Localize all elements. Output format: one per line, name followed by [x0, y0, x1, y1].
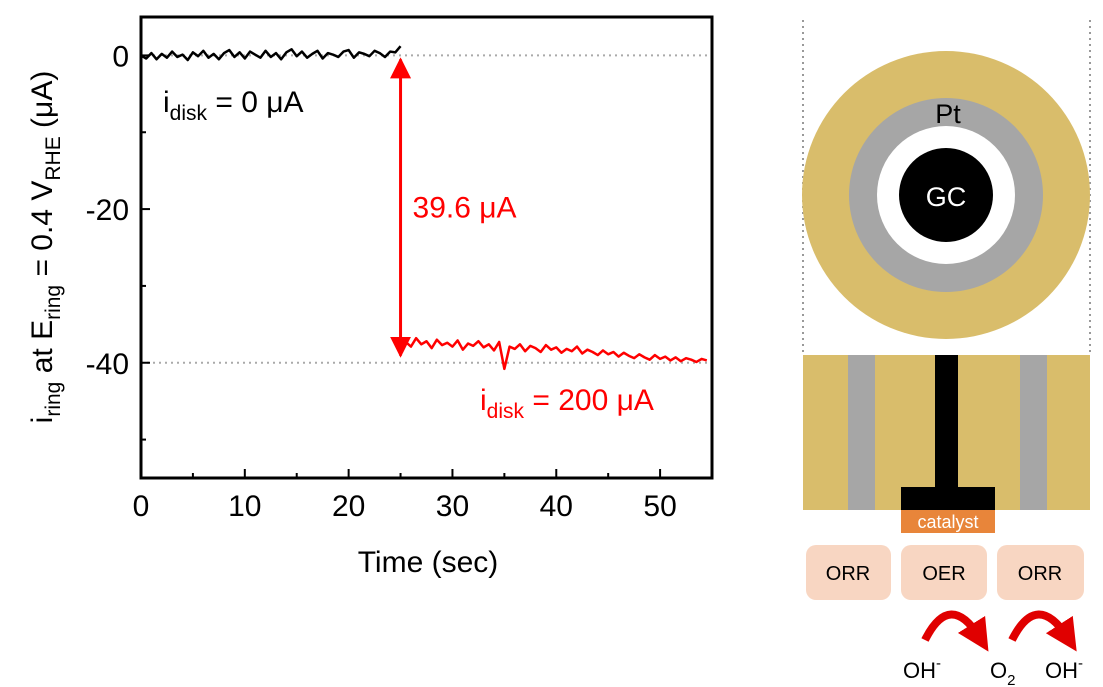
x-tick-label: 40 [540, 490, 573, 523]
annotation-part: = 200 μA [524, 384, 654, 417]
species-part: O [990, 658, 1007, 683]
gc-stem [935, 355, 958, 490]
y-tick-label: 0 [112, 40, 129, 73]
catalyst-layer [901, 510, 995, 533]
y-label-part: at E [26, 320, 59, 382]
annotation: idisk = 200 μA [480, 384, 654, 423]
gc-disk [899, 148, 993, 242]
arrow-label: 39.6 μA [413, 192, 517, 225]
annotation: idisk = 0 μA [163, 86, 304, 125]
reaction-label: ORR [1018, 563, 1062, 585]
y-label-part: (μA) [26, 71, 59, 137]
reaction-label: OER [922, 563, 965, 585]
y-axis-label: iring at Ering = 0.4 VRHE (μA) [26, 71, 65, 424]
y-label-sub: ring [42, 382, 65, 417]
annotation-part: i [163, 86, 170, 119]
pt-ring-section [1020, 355, 1047, 510]
x-tick-label: 10 [228, 490, 261, 523]
species-part: OH [903, 658, 936, 683]
reaction-box [997, 545, 1084, 600]
species-part: OH [1045, 658, 1078, 683]
species-sub: 2 [1007, 672, 1015, 687]
data-line [140, 45, 402, 62]
x-tick-label: 20 [332, 490, 365, 523]
ring-label: Pt [935, 99, 961, 129]
species-sup: - [936, 655, 941, 672]
pt-ring-section [848, 355, 875, 510]
annotation-sub: disk [170, 102, 208, 125]
species-label: OH- [903, 655, 941, 683]
reaction-label: ORR [826, 563, 870, 585]
x-tick-label: 0 [133, 490, 150, 523]
annotation-sub: disk [487, 400, 525, 423]
x-axis-label: Time (sec) [358, 546, 499, 579]
species-sup: - [1078, 655, 1083, 672]
y-label-sub: RHE [42, 136, 65, 180]
y-label-part: = 0.4 V [26, 181, 59, 285]
catalyst-label: catalyst [917, 512, 978, 532]
reaction-arrow [921, 610, 989, 652]
disk-label: GC [926, 182, 967, 212]
y-tick-label: -20 [86, 194, 129, 227]
annotation-part: = 0 μA [207, 86, 304, 119]
x-tick-label: 30 [436, 490, 469, 523]
annotation-part: i [480, 384, 487, 417]
data-line [399, 336, 708, 371]
electrode-diagram: Pt GC catalyst ORR OER ORR OH- O2 OH- [802, 20, 1091, 687]
gc-disk-section [901, 487, 995, 510]
plot-frame [139, 15, 714, 480]
x-tick-label: 50 [643, 490, 676, 523]
reaction-arrow [1008, 610, 1077, 652]
reaction-box [806, 545, 891, 600]
y-tick-label: -40 [86, 348, 129, 381]
species-label: O2 [990, 658, 1015, 687]
y-label-part: i [26, 417, 59, 424]
reaction-box [901, 545, 987, 600]
plot: 0 10 20 30 40 50 0 -20 -40 39.6 μA [86, 15, 714, 523]
y-label-sub: ring [42, 285, 65, 320]
species-label: OH- [1045, 655, 1083, 683]
